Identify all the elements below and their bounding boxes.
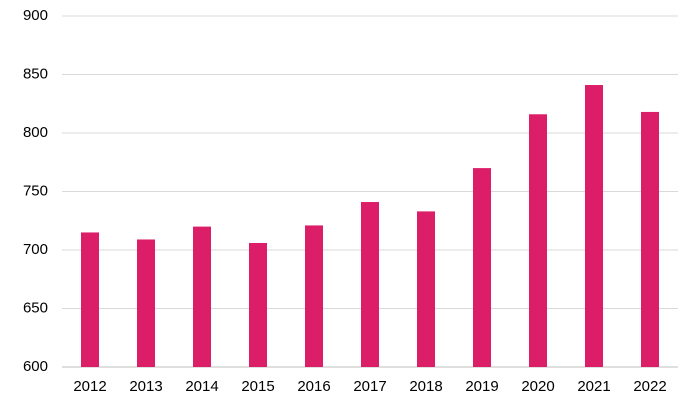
x-tick-label: 2019	[465, 378, 498, 395]
y-tick-label: 650	[23, 299, 48, 316]
bar	[305, 225, 323, 367]
y-tick-label: 700	[23, 241, 48, 258]
bar	[137, 239, 155, 367]
bar	[529, 114, 547, 367]
bar	[473, 168, 491, 367]
bar	[249, 242, 267, 367]
y-tick-label: 750	[23, 182, 48, 199]
x-tick-label: 2016	[297, 378, 330, 395]
x-tick-label: 2017	[353, 378, 386, 395]
y-tick-label: 850	[23, 65, 48, 82]
bar	[641, 111, 659, 367]
y-tick-label: 800	[23, 124, 48, 141]
bar	[361, 202, 379, 367]
x-tick-label: 2018	[409, 378, 442, 395]
bar	[81, 232, 99, 367]
x-tick-label: 2020	[521, 378, 554, 395]
x-tick-label: 2022	[633, 378, 666, 395]
bar	[417, 211, 435, 367]
bar	[585, 85, 603, 367]
x-tick-label: 2015	[241, 378, 274, 395]
bar	[193, 226, 211, 367]
y-tick-label: 900	[23, 7, 48, 24]
y-tick-label: 600	[23, 358, 48, 375]
x-tick-label: 2021	[577, 378, 610, 395]
x-tick-label: 2012	[73, 378, 106, 395]
x-tick-label: 2013	[129, 378, 162, 395]
x-tick-label: 2014	[185, 378, 218, 395]
